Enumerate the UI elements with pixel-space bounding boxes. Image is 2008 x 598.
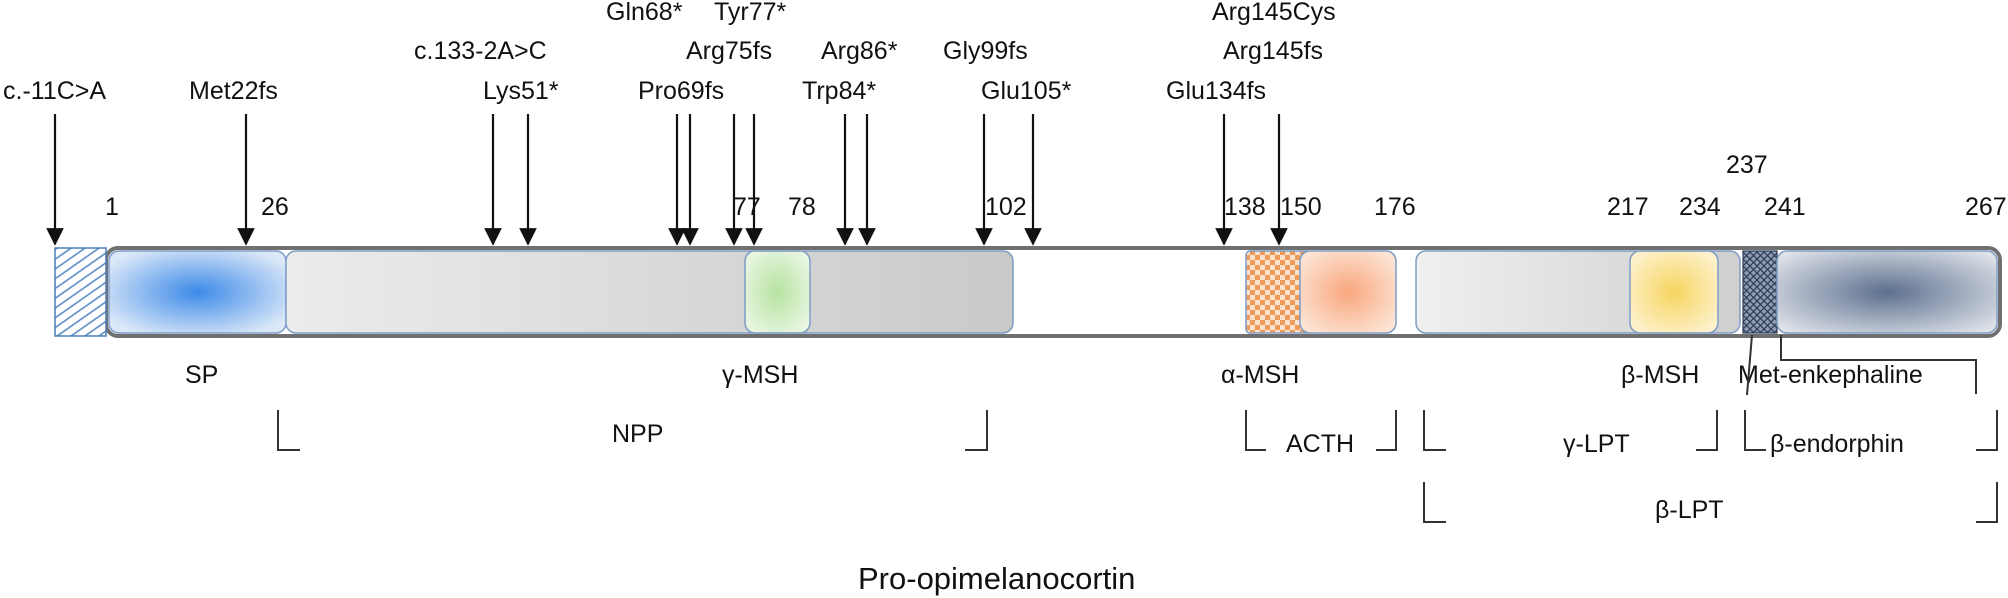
bracket-npp-right [965, 410, 988, 451]
bracket-beta-endorphin-right [1976, 410, 1998, 451]
label-c11CA: c.-11C>A [3, 77, 106, 105]
bracket-acth-left [1245, 410, 1266, 451]
pos-77: 77 [733, 193, 761, 221]
bracket-beta-endorphin-left [1744, 410, 1766, 451]
bracket-acth-right [1376, 410, 1397, 451]
label-gln68: Gln68* [606, 0, 683, 26]
pos-138: 138 [1224, 193, 1266, 221]
label-met22fs: Met22fs [189, 77, 278, 105]
met-enkephaline-domain [1742, 250, 1778, 334]
label-gamma-msh: γ-MSH [722, 361, 798, 389]
bracket-gamma-lpt-right [1696, 410, 1718, 451]
pos-237: 237 [1726, 151, 1768, 179]
met-enkephaline-bracket [1746, 334, 1977, 396]
label-beta-msh: β-MSH [1621, 361, 1699, 389]
pos-150: 150 [1280, 193, 1322, 221]
pos-234: 234 [1679, 193, 1721, 221]
fragment-brackets [277, 410, 1998, 523]
acth-domain [1299, 250, 1397, 334]
label-gamma-lpt: γ-LPT [1563, 430, 1630, 458]
fragment-labels: NPP ACTH γ-LPT β-endorphin β-LPT [612, 420, 1904, 524]
pos-241: 241 [1764, 193, 1806, 221]
domain-labels: SP γ-MSH α-MSH β-MSH Met-enkephaline [185, 361, 1923, 389]
bracket-npp-left [277, 410, 300, 451]
mutation-arrows [46, 114, 1288, 246]
label-arg145fs: Arg145fs [1223, 37, 1323, 65]
label-acth: ACTH [1286, 430, 1354, 458]
label-npp: NPP [612, 420, 663, 448]
sp-domain [108, 250, 287, 334]
pos-267: 267 [1965, 193, 2007, 221]
label-c133: c.133-2A>C [414, 37, 547, 65]
label-glu105: Glu105* [981, 77, 1072, 105]
label-tyr77: Tyr77* [714, 0, 787, 26]
diagram-title: Pro-opimelanocortin [858, 561, 1135, 596]
label-beta-lpt: β-LPT [1655, 496, 1724, 524]
label-arg145cys: Arg145Cys [1212, 0, 1336, 26]
label-lys51: Lys51* [483, 77, 559, 105]
pos-78: 78 [788, 193, 816, 221]
label-pro69fs: Pro69fs [638, 77, 724, 105]
label-arg86: Arg86* [821, 37, 898, 65]
label-trp84: Trp84* [802, 77, 876, 105]
pos-1: 1 [105, 193, 119, 221]
mutation-labels: c.-11C>A Met22fs c.133-2A>C Lys51* Gln68… [3, 0, 1336, 105]
label-met-enkephaline: Met-enkephaline [1738, 361, 1923, 389]
pos-102: 102 [985, 193, 1027, 221]
pos-26: 26 [261, 193, 289, 221]
pos-176: 176 [1374, 193, 1416, 221]
label-arg75fs: Arg75fs [686, 37, 772, 65]
label-alpha-msh: α-MSH [1221, 361, 1299, 389]
position-numbers: 1 26 77 78 102 138 150 176 217 234 237 2… [105, 151, 2007, 221]
label-gly99fs: Gly99fs [943, 37, 1028, 65]
label-glu134fs: Glu134fs [1166, 77, 1266, 105]
label-beta-endorphin: β-endorphin [1770, 430, 1904, 458]
beta-msh-domain [1629, 250, 1719, 334]
label-sp: SP [185, 361, 218, 389]
npp-region [285, 250, 1014, 334]
bracket-gamma-lpt-left [1423, 410, 1446, 451]
utr-box [54, 247, 107, 337]
bracket-beta-lpt-right [1976, 482, 1998, 523]
bracket-beta-lpt-left [1423, 482, 1446, 523]
pos-217: 217 [1607, 193, 1649, 221]
beta-endorphin-domain [1776, 250, 1998, 334]
gamma-msh-domain [744, 250, 811, 334]
